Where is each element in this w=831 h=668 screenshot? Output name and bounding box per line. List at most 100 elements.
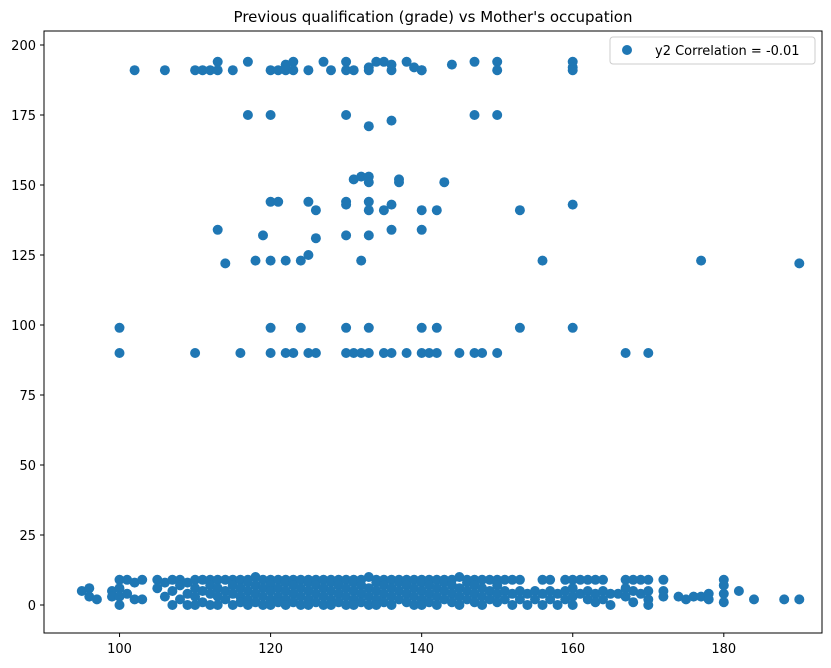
data-point (363, 600, 374, 610)
data-point (114, 583, 125, 594)
data-point (114, 600, 125, 610)
data-point (658, 591, 669, 602)
data-point (205, 580, 216, 591)
data-point (537, 255, 548, 266)
data-point (84, 583, 95, 594)
data-point (265, 322, 276, 333)
data-point (318, 583, 329, 594)
data-point (416, 322, 427, 333)
data-point (326, 65, 336, 76)
data-point (348, 348, 359, 358)
data-point (552, 588, 563, 599)
data-point (567, 600, 578, 610)
data-point (235, 574, 246, 585)
data-point (643, 586, 654, 596)
data-point (280, 348, 291, 358)
data-point (469, 580, 480, 591)
data-point (733, 586, 744, 596)
data-point (582, 594, 593, 605)
data-point (303, 65, 314, 76)
data-point (371, 577, 382, 588)
data-point (326, 600, 336, 610)
data-point (371, 56, 382, 67)
data-point (567, 65, 578, 76)
data-point (76, 586, 87, 596)
data-point (628, 586, 639, 596)
data-point (469, 110, 480, 120)
data-point (220, 258, 231, 269)
data-point (401, 56, 412, 67)
data-point (643, 348, 654, 358)
legend: y2 Correlation = -0.01 (609, 36, 816, 65)
data-point (265, 600, 276, 610)
data-point (696, 255, 707, 266)
data-point (507, 574, 518, 585)
x-tick-label: 160 (560, 642, 585, 657)
data-point (280, 255, 291, 266)
data-point (620, 348, 631, 358)
data-point (159, 65, 170, 76)
data-point (288, 65, 299, 76)
data-point (703, 594, 714, 605)
data-point (288, 56, 299, 67)
data-point (439, 177, 450, 188)
legend-marker (622, 45, 632, 55)
data-point (212, 583, 223, 594)
y-tick-label: 0 (28, 599, 36, 614)
data-point (378, 588, 389, 599)
data-point (288, 348, 299, 358)
data-point (779, 594, 790, 605)
data-point (167, 600, 178, 610)
data-point (635, 588, 646, 599)
y-tick-label: 175 (11, 109, 36, 124)
data-point (242, 56, 253, 67)
data-point (250, 580, 261, 591)
data-point (197, 586, 208, 596)
data-point (273, 583, 284, 594)
legend-box (609, 36, 816, 65)
data-point (424, 348, 435, 358)
data-point (567, 591, 578, 602)
data-point (212, 56, 223, 67)
data-point (295, 322, 306, 333)
data-point (159, 577, 170, 588)
data-point (197, 574, 208, 585)
data-point (409, 591, 420, 602)
data-point (431, 205, 442, 216)
data-point (416, 577, 427, 588)
data-point (341, 600, 352, 610)
data-point (492, 597, 503, 608)
data-point (341, 110, 352, 120)
data-point (212, 574, 223, 585)
data-point (326, 577, 336, 588)
data-point (363, 230, 374, 241)
data-point (212, 591, 223, 602)
data-point (545, 594, 556, 605)
data-point (363, 322, 374, 333)
data-point (190, 574, 201, 585)
data-point (235, 348, 246, 358)
data-point (303, 586, 314, 596)
data-point (514, 322, 525, 333)
data-point (265, 348, 276, 358)
data-point (590, 588, 601, 599)
y-tick-label: 200 (11, 39, 36, 54)
x-tick-label: 100 (107, 642, 132, 657)
data-point (537, 600, 548, 610)
data-point (356, 348, 367, 358)
data-point (522, 600, 533, 610)
data-point (409, 574, 420, 585)
data-point (409, 62, 420, 73)
data-point (356, 588, 367, 599)
data-point (567, 322, 578, 333)
chart-title: Previous qualification (grade) vs Mother… (234, 8, 633, 26)
data-point (303, 348, 314, 358)
data-point (446, 59, 457, 70)
data-point (454, 591, 465, 602)
data-point (341, 199, 352, 210)
data-point (446, 588, 457, 599)
data-point (552, 600, 563, 610)
data-point (258, 591, 268, 602)
data-point (371, 586, 382, 596)
data-point (477, 348, 488, 358)
